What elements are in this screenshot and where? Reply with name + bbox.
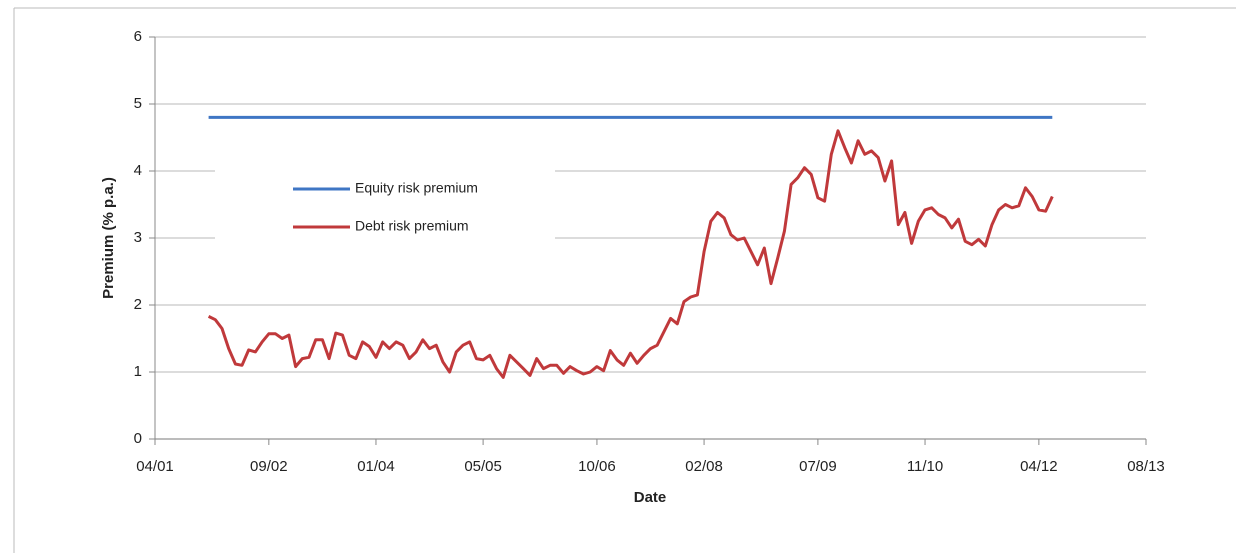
y-tick-label: 2 xyxy=(134,296,142,313)
y-tick-label: 4 xyxy=(134,162,142,179)
x-tick-label: 04/01 xyxy=(136,458,174,475)
y-tick-label: 3 xyxy=(134,229,142,246)
y-tick-label: 5 xyxy=(134,95,142,112)
x-tick-label: 10/06 xyxy=(578,458,616,475)
x-tick-label: 11/10 xyxy=(907,458,943,475)
legend-label: Equity risk premium xyxy=(355,180,478,196)
series-line xyxy=(207,129,1054,379)
x-tick-label: 05/05 xyxy=(464,458,502,475)
x-tick-label: 08/13 xyxy=(1127,458,1165,475)
x-tick-label: 01/04 xyxy=(357,458,395,475)
x-tick-label: 09/02 xyxy=(250,458,288,475)
y-tick-label: 1 xyxy=(134,363,142,380)
legend-label: Debt risk premium xyxy=(355,218,469,234)
y-tick-label: 6 xyxy=(134,28,142,45)
y-axis-title: Premium (% p.a.) xyxy=(100,177,117,299)
legend-box xyxy=(215,170,555,242)
x-tick-label: 04/12 xyxy=(1020,458,1058,475)
y-tick-label: 0 xyxy=(134,430,142,447)
x-axis-title: Date xyxy=(634,489,667,506)
x-tick-label: 07/09 xyxy=(799,458,837,475)
x-tick-label: 02/08 xyxy=(685,458,723,475)
